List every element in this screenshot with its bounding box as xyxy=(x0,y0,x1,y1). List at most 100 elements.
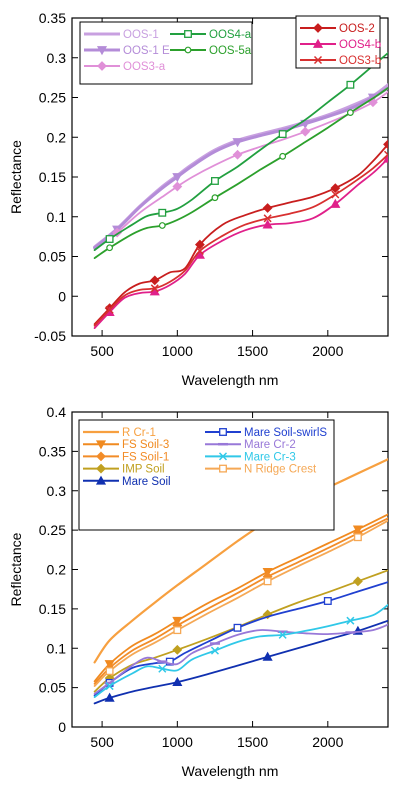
legend-label: R Cr-1 xyxy=(122,427,156,439)
data-point xyxy=(330,198,341,208)
data-point xyxy=(195,246,204,255)
y-tick-label: 0.15 xyxy=(39,169,66,185)
data-point xyxy=(233,623,242,632)
legend-marker xyxy=(219,464,227,473)
data-point xyxy=(106,244,114,252)
legend-label: FS Soil-1 xyxy=(122,451,169,463)
data-point xyxy=(279,152,287,160)
data-point xyxy=(262,609,273,620)
legend-marker xyxy=(312,38,324,48)
legend-entry-fs-soil-3: FS Soil-3 xyxy=(83,439,169,451)
y-tick-label: 0.35 xyxy=(39,443,66,459)
data-point xyxy=(211,194,219,202)
series-line xyxy=(93,83,388,249)
data-point xyxy=(346,109,354,117)
x-tick-label: 1500 xyxy=(237,734,268,750)
legend-entry-mare-cr-2: Mare Cr-2 xyxy=(205,439,296,451)
data-point xyxy=(105,682,114,691)
legend-entry-oos-1-e: OOS-1 E xyxy=(84,45,170,57)
legend-marker xyxy=(219,428,227,436)
legend-label: Mare Cr-3 xyxy=(244,451,296,463)
y-tick-label: 0.05 xyxy=(39,680,66,696)
series-line xyxy=(93,517,388,685)
legend-label: FS Soil-3 xyxy=(122,439,169,451)
series-mare-soil-swirls xyxy=(93,581,388,697)
series-line xyxy=(93,153,388,327)
x-axis-label: Wavelength nm xyxy=(182,372,279,388)
legend-entry-oos-2: OOS-2 xyxy=(300,23,375,35)
y-tick-label: 0.3 xyxy=(47,483,67,499)
data-point xyxy=(150,284,159,293)
legend-marker xyxy=(96,463,106,474)
legend-marker xyxy=(218,452,228,461)
legend-box xyxy=(79,21,253,85)
data-point xyxy=(232,138,243,148)
data-point xyxy=(105,305,114,314)
x-tick-label: 2000 xyxy=(312,343,343,359)
y-tick-label: 0.4 xyxy=(47,404,67,420)
data-point xyxy=(383,150,388,159)
data-point xyxy=(172,676,183,686)
data-point xyxy=(353,533,362,542)
series-line xyxy=(93,86,388,250)
legend-top-left: R Cr-1 Mare Soil-swirlS FS Soil-3 Mare Cr-2… xyxy=(78,419,335,531)
series-group xyxy=(93,52,388,329)
series-oos4-b xyxy=(93,153,388,329)
legend-label: OOS-2 xyxy=(339,23,375,35)
series-oos4-a xyxy=(93,52,388,251)
series-fs-soil-1 xyxy=(93,517,388,685)
legend-entry-oos4-b: OOS4-b xyxy=(300,38,381,51)
data-point xyxy=(278,130,287,139)
series-oos3-b xyxy=(93,150,388,327)
series-oos-2 xyxy=(93,139,388,325)
legend-label: OOS3-a xyxy=(123,61,166,73)
data-point xyxy=(346,80,355,89)
legend-marker xyxy=(95,475,107,485)
series-oos-1 xyxy=(93,83,388,249)
data-point xyxy=(352,576,363,587)
x-tick-label: 500 xyxy=(90,734,114,750)
series-mare-cr-3 xyxy=(93,604,388,698)
series-n-ridge-crest xyxy=(93,519,388,687)
data-point xyxy=(263,577,272,586)
y-tick-label: 0.35 xyxy=(39,10,66,26)
legend-label: Mare Soil-swirlS xyxy=(244,427,327,439)
data-point xyxy=(323,597,332,605)
series-line xyxy=(93,604,388,698)
legend-entry-mare-soil-swirls: Mare Soil-swirlS xyxy=(205,427,327,439)
data-point xyxy=(172,181,183,192)
y-tick-label: -0.05 xyxy=(34,328,66,344)
legend-label: OOS4-a xyxy=(209,29,252,41)
legend-entry-imp-soil: IMP Soil xyxy=(83,464,165,476)
legend-marker xyxy=(184,46,192,54)
chart-panel-2: 500 1000 1500 2000 0 0.05 0.1 0.15 0.2 0.25 0.3 0.3… xyxy=(8,404,389,779)
legend-marker xyxy=(96,451,106,462)
series-line xyxy=(93,619,388,705)
data-point xyxy=(211,177,219,185)
series-line xyxy=(93,623,388,695)
data-point xyxy=(158,208,167,217)
data-point xyxy=(158,222,166,229)
data-point xyxy=(262,219,273,229)
data-point xyxy=(262,651,273,661)
legend-entry-oos-5a: OOS-5a xyxy=(170,45,252,57)
legend-label: Mare Cr-2 xyxy=(244,439,296,451)
data-point xyxy=(346,616,355,625)
series-line xyxy=(93,569,388,693)
x-tick-label: 1500 xyxy=(237,343,268,359)
x-tick-label: 1000 xyxy=(162,343,193,359)
data-point xyxy=(104,692,115,702)
y-tick-label: 0.25 xyxy=(39,522,66,538)
legend-label: N Ridge Crest xyxy=(244,464,317,476)
legend-label: OOS-1 xyxy=(123,29,159,41)
legend-marker xyxy=(184,30,192,38)
series-oos-1-e xyxy=(93,86,388,250)
data-point xyxy=(105,667,114,676)
legend-label: OOS-5a xyxy=(209,45,252,57)
data-point xyxy=(300,126,311,137)
data-point xyxy=(172,173,183,183)
data-point xyxy=(262,203,273,213)
data-point xyxy=(210,646,219,655)
data-point xyxy=(330,183,341,194)
